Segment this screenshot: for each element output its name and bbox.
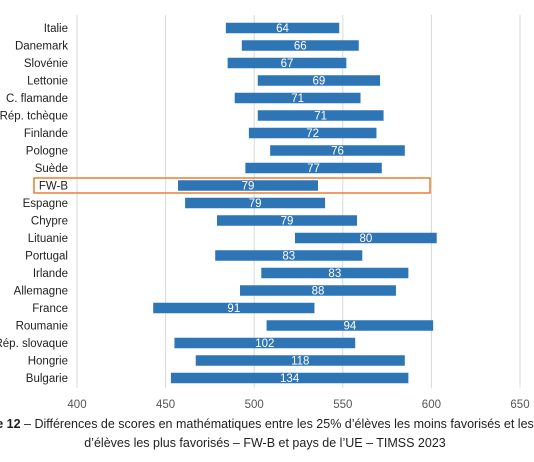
category-label-14: Irlande [33, 268, 68, 280]
x-tick-label-550: 550 [333, 399, 352, 411]
x-tick-label-400: 400 [67, 399, 86, 411]
x-tick-label-450: 450 [156, 399, 175, 411]
bar-5 [257, 110, 384, 121]
bar-19 [195, 355, 405, 366]
bar-3 [257, 75, 381, 86]
bar-value-label-14: 83 [328, 268, 341, 280]
category-label-0: Italie [44, 23, 68, 35]
category-label-6: Finlande [24, 128, 68, 140]
bar-value-label-7: 76 [331, 146, 344, 158]
bar-value-label-5: 71 [314, 111, 327, 123]
bar-17 [266, 320, 434, 331]
category-label-11: Chypre [31, 216, 68, 228]
bar-12 [294, 232, 437, 244]
bar-value-label-1: 66 [294, 41, 307, 53]
figure-number: e 12 [0, 417, 21, 431]
bar-value-label-17: 94 [343, 321, 356, 333]
bar-0 [225, 22, 340, 34]
category-label-20: Bulgarie [26, 373, 68, 385]
category-label-7: Pologne [26, 146, 68, 158]
bar-6 [248, 127, 377, 139]
bar-value-label-4: 71 [291, 93, 304, 105]
bar-1 [241, 40, 359, 51]
bar-value-label-16: 91 [227, 303, 240, 315]
bar-value-label-9: 79 [242, 181, 255, 193]
category-label-17: Roumanie [16, 321, 68, 333]
bar-18 [174, 337, 356, 349]
category-label-5: Rép. tchèque [0, 111, 68, 123]
bar-value-label-6: 72 [306, 128, 319, 140]
x-tick-label-600: 600 [422, 399, 441, 411]
category-label-3: Lettonie [27, 76, 68, 88]
bar-value-label-20: 134 [280, 373, 300, 385]
bar-value-label-3: 69 [312, 76, 325, 88]
bar-15 [240, 285, 396, 296]
bar-value-label-8: 77 [307, 163, 320, 175]
bar-value-label-2: 67 [281, 58, 294, 70]
category-labels: Italie Danemark Slovénie Lettonie C. flamand… [0, 23, 68, 385]
category-label-18: Rép. slovaque [0, 338, 68, 350]
bar-11 [216, 215, 357, 226]
bar-4 [234, 92, 361, 104]
bar-20 [170, 372, 409, 384]
bar-10 [185, 197, 326, 209]
category-label-1: Danemark [15, 41, 68, 53]
category-label-4: C. flamande [6, 93, 68, 105]
x-tick-label-650: 650 [510, 399, 529, 411]
x-tick-label-500: 500 [245, 399, 264, 411]
caption-text-2: d’élèves les plus favorisés – FW-B et pa… [84, 436, 446, 450]
bar-value-label-18: 102 [255, 338, 274, 350]
category-label-2: Slovénie [24, 58, 68, 70]
bar-2 [227, 57, 347, 69]
category-label-15: Allemagne [14, 286, 68, 298]
x-axis-ticks: 400 450 500 550 600 650 [67, 399, 529, 411]
bar-13 [215, 250, 363, 261]
bar-value-label-0: 64 [276, 23, 289, 35]
bar-value-label-13: 83 [282, 251, 295, 263]
bar-7 [270, 145, 405, 156]
category-label-16: France [32, 303, 68, 315]
highlight-box [33, 177, 431, 194]
bar-8 [245, 162, 382, 174]
figure-caption-line-2: d’élèves les plus favorisés – FW-B et pa… [0, 434, 534, 452]
caption-text-1: – Différences de scores en mathématiques… [20, 417, 534, 431]
bar-16 [153, 302, 315, 314]
category-label-19: Hongrie [28, 356, 68, 368]
category-label-9: FW-B [39, 181, 69, 193]
bars: 6466676971717276777979798083838891941021… [153, 22, 437, 385]
figure-caption-line-1: e 12 – Différences de scores en mathémat… [0, 415, 534, 433]
category-label-8: Suède [35, 163, 68, 175]
bar-14 [261, 267, 409, 279]
bar-value-label-12: 80 [359, 233, 372, 245]
bar-value-label-11: 79 [281, 216, 294, 228]
highlight-rect [33, 177, 431, 194]
bar-9 [178, 180, 318, 191]
bar-value-label-10: 79 [249, 198, 262, 210]
category-label-10: Espagne [23, 198, 68, 210]
bar-value-label-15: 88 [312, 286, 325, 298]
bar-value-label-19: 118 [291, 356, 309, 368]
category-label-12: Lituanie [28, 233, 68, 245]
category-label-13: Portugal [25, 251, 68, 263]
